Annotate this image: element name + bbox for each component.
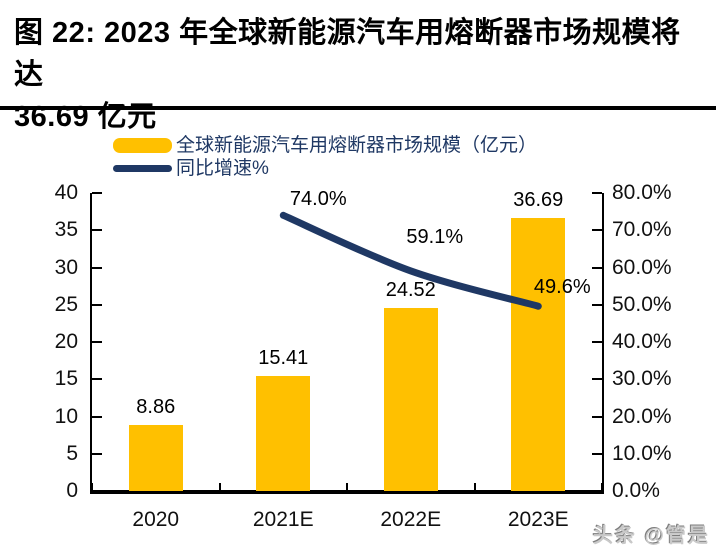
bar-value-label: 15.41 xyxy=(258,347,309,370)
right-axis-tick xyxy=(592,415,602,418)
category-tick xyxy=(218,483,221,490)
left-axis-tick xyxy=(92,415,102,418)
right-axis-label: 60.0% xyxy=(612,255,672,279)
category-tick xyxy=(473,483,476,490)
right-axis-label: 30.0% xyxy=(612,367,672,391)
right-axis-label: 70.0% xyxy=(612,218,672,242)
bar-2020 xyxy=(128,424,183,491)
right-axis-tick xyxy=(592,452,602,455)
left-axis-tick xyxy=(92,378,102,381)
right-axis-tick xyxy=(592,303,602,306)
right-axis-tick xyxy=(592,192,602,194)
left-axis-label: 30 xyxy=(54,255,78,279)
line-value-label: 74.0% xyxy=(289,188,347,211)
right-axis-label: 20.0% xyxy=(612,404,672,428)
legend-bar-label: 全球新能源汽车用熔断器市场规模（亿元） xyxy=(176,135,538,156)
line-value-label: 59.1% xyxy=(406,225,464,248)
left-axis-label: 20 xyxy=(54,330,78,353)
right-axis-line xyxy=(602,193,604,494)
left-axis-label: 10 xyxy=(54,404,78,428)
x-axis-label: 2023E xyxy=(507,508,569,531)
figure-title: 图 22: 2023 年全球新能源汽车用熔断器市场规模将达 36.69 亿元 xyxy=(14,12,704,138)
right-axis-tick xyxy=(592,229,602,232)
bar-2023E xyxy=(511,217,566,491)
legend-bar-swatch xyxy=(113,138,172,153)
x-axis-label: 2020 xyxy=(132,508,180,531)
right-axis-label: 0.0% xyxy=(612,479,660,502)
right-axis-tick xyxy=(592,378,602,381)
left-axis-tick xyxy=(92,303,102,306)
x-axis-label: 2021E xyxy=(252,508,314,531)
bar-value-label: 36.69 xyxy=(513,188,564,211)
left-axis-tick xyxy=(92,192,102,194)
left-axis-label: 25 xyxy=(54,292,78,316)
left-axis-label: 0 xyxy=(66,479,78,502)
line-value-label: 49.6% xyxy=(533,276,591,299)
left-axis-tick xyxy=(92,341,102,343)
bar-2021E xyxy=(256,376,311,491)
right-axis-label: 80.0% xyxy=(612,181,672,204)
category-tick xyxy=(91,483,93,490)
growth-line xyxy=(279,211,542,310)
left-axis-label: 35 xyxy=(54,218,78,242)
right-axis-tick xyxy=(592,266,602,269)
right-axis-label: 10.0% xyxy=(612,441,672,465)
left-axis-label: 15 xyxy=(54,367,78,391)
x-axis-label: 2022E xyxy=(380,508,442,531)
left-axis-tick xyxy=(92,229,102,232)
right-axis-label: 50.0% xyxy=(612,292,672,316)
left-axis-label: 40 xyxy=(54,181,78,204)
bar-2022E xyxy=(383,308,438,491)
bar-value-label: 24.52 xyxy=(385,279,436,302)
watermark: 头条 @管是 xyxy=(592,525,710,547)
left-axis-label: 5 xyxy=(66,441,78,465)
right-axis-label: 40.0% xyxy=(612,330,672,353)
left-axis-tick xyxy=(92,452,102,455)
category-tick xyxy=(601,483,603,490)
left-axis-tick xyxy=(92,490,102,492)
category-tick xyxy=(346,483,348,490)
legend-line-swatch xyxy=(113,165,172,172)
legend-line-label: 同比增速% xyxy=(176,158,269,179)
bar-value-label: 8.86 xyxy=(136,395,176,418)
left-axis-line xyxy=(90,193,92,494)
title-divider xyxy=(0,106,716,110)
bottom-axis-line xyxy=(90,490,604,494)
right-axis-tick xyxy=(592,490,602,492)
figure-title-line1: 图 22: 2023 年全球新能源汽车用熔断器市场规模将达 xyxy=(14,17,681,91)
left-axis-tick xyxy=(92,266,102,269)
right-axis-tick xyxy=(592,341,602,343)
